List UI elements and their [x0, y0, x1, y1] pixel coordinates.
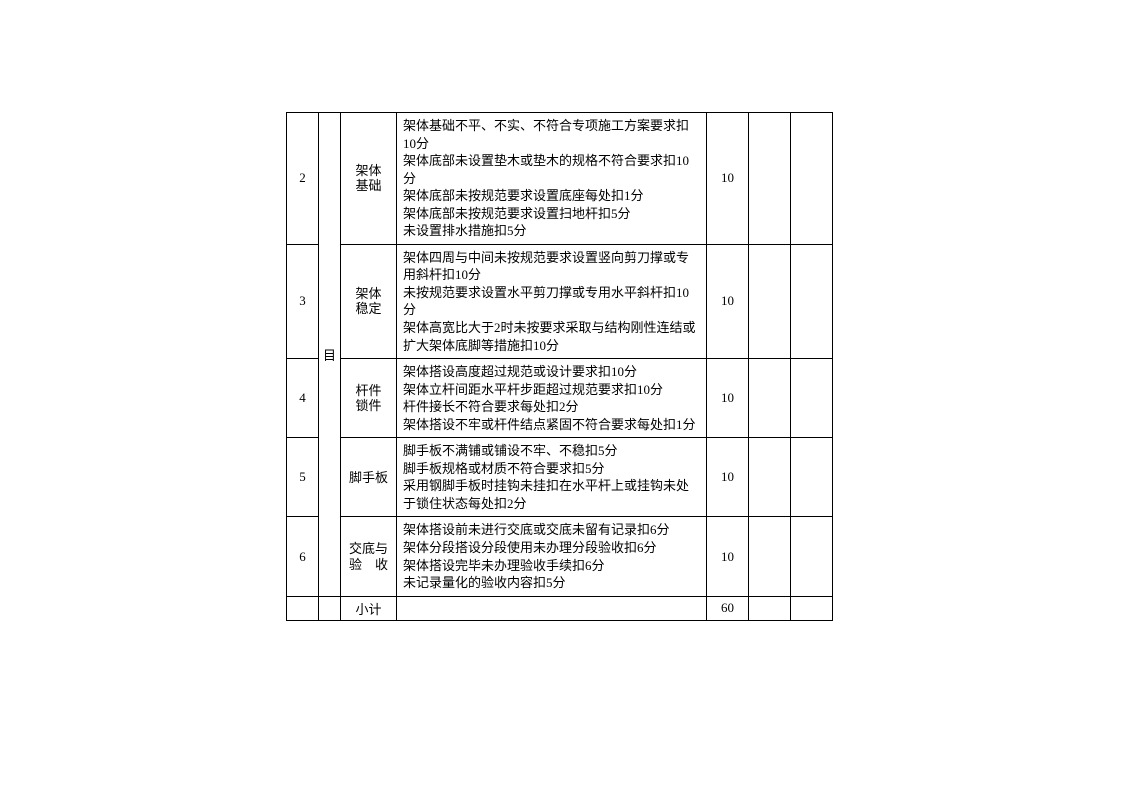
empty-cell: [749, 438, 791, 517]
row-num: 6: [287, 517, 319, 596]
empty-cell: [791, 113, 833, 245]
row-num: 5: [287, 438, 319, 517]
empty-cell: [791, 517, 833, 596]
item-desc: 架体搭设高度超过规范或设计要求扣10分架体立杆间距水平杆步距超过规范要求扣10分…: [397, 359, 707, 438]
table-row: 5 脚手板 脚手板不满铺或铺设不牢、不稳扣5分脚手板规格或材质不符合要求扣5分采…: [287, 438, 833, 517]
empty-cell: [791, 244, 833, 358]
item-desc: 架体搭设前未进行交底或交底未留有记录扣6分架体分段搭设分段使用未办理分段验收扣6…: [397, 517, 707, 596]
row-num: 2: [287, 113, 319, 245]
empty-cell: [319, 596, 341, 620]
table-row: 4 杆件锁件 架体搭设高度超过规范或设计要求扣10分架体立杆间距水平杆步距超过规…: [287, 359, 833, 438]
row-num: 3: [287, 244, 319, 358]
inspection-table: 2 目 架体基础 架体基础不平、不实、不符合专项施工方案要求扣10分架体底部未设…: [286, 112, 833, 621]
empty-cell: [397, 596, 707, 620]
item-score: 10: [707, 244, 749, 358]
empty-cell: [791, 359, 833, 438]
item-desc: 架体基础不平、不实、不符合专项施工方案要求扣10分架体底部未设置垫木或垫木的规格…: [397, 113, 707, 245]
item-name: 脚手板: [341, 438, 397, 517]
category-label: 目: [323, 348, 336, 363]
subtotal-label: 小计: [341, 596, 397, 620]
item-name: 交底与验 收: [341, 517, 397, 596]
row-num: 4: [287, 359, 319, 438]
item-name: 杆件锁件: [341, 359, 397, 438]
empty-cell: [287, 596, 319, 620]
subtotal-row: 小计 60: [287, 596, 833, 620]
item-score: 10: [707, 517, 749, 596]
item-score: 10: [707, 438, 749, 517]
item-score: 10: [707, 359, 749, 438]
empty-cell: [749, 244, 791, 358]
empty-cell: [749, 517, 791, 596]
empty-cell: [749, 359, 791, 438]
table-row: 2 目 架体基础 架体基础不平、不实、不符合专项施工方案要求扣10分架体底部未设…: [287, 113, 833, 245]
table-row: 3 架体稳定 架体四周与中间未按规范要求设置竖向剪刀撑或专用斜杆扣10分未按规范…: [287, 244, 833, 358]
item-name: 架体基础: [341, 113, 397, 245]
item-desc: 脚手板不满铺或铺设不牢、不稳扣5分脚手板规格或材质不符合要求扣5分采用钢脚手板时…: [397, 438, 707, 517]
empty-cell: [791, 596, 833, 620]
table-row: 6 交底与验 收 架体搭设前未进行交底或交底未留有记录扣6分架体分段搭设分段使用…: [287, 517, 833, 596]
category-cell: 目: [319, 113, 341, 597]
item-score: 10: [707, 113, 749, 245]
subtotal-score: 60: [707, 596, 749, 620]
empty-cell: [749, 113, 791, 245]
empty-cell: [791, 438, 833, 517]
item-desc: 架体四周与中间未按规范要求设置竖向剪刀撑或专用斜杆扣10分未按规范要求设置水平剪…: [397, 244, 707, 358]
empty-cell: [749, 596, 791, 620]
item-name: 架体稳定: [341, 244, 397, 358]
